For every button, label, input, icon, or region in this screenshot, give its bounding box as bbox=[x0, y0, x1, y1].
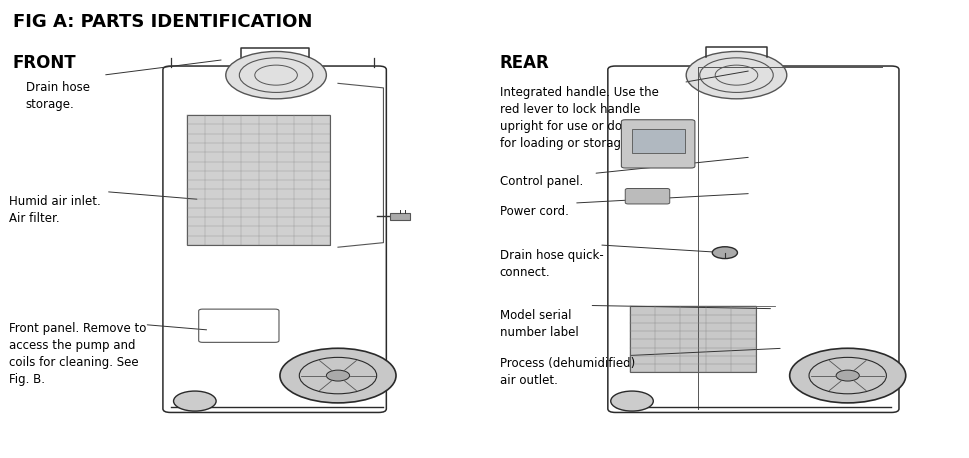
Text: Humid air inlet.
Air filter.: Humid air inlet. Air filter. bbox=[9, 195, 101, 225]
Circle shape bbox=[280, 348, 395, 403]
Text: Drain hose quick-
connect.: Drain hose quick- connect. bbox=[499, 250, 603, 279]
FancyBboxPatch shape bbox=[632, 129, 684, 153]
Text: Drain hose
storage.: Drain hose storage. bbox=[25, 81, 89, 111]
Circle shape bbox=[173, 391, 216, 411]
Circle shape bbox=[789, 348, 905, 403]
Text: Integrated handle. Use the
red lever to lock handle
upright for use or down
for : Integrated handle. Use the red lever to … bbox=[499, 86, 658, 150]
FancyBboxPatch shape bbox=[625, 189, 669, 204]
Text: FIG A: PARTS IDENTIFICATION: FIG A: PARTS IDENTIFICATION bbox=[13, 13, 312, 31]
Circle shape bbox=[610, 391, 653, 411]
Text: Model serial
number label: Model serial number label bbox=[499, 309, 578, 338]
Circle shape bbox=[326, 370, 349, 381]
Bar bbox=[187, 115, 329, 245]
Circle shape bbox=[835, 370, 859, 381]
Text: Process (dehumidified)
air outlet.: Process (dehumidified) air outlet. bbox=[499, 357, 634, 387]
Text: REAR: REAR bbox=[499, 54, 548, 72]
FancyBboxPatch shape bbox=[621, 120, 694, 168]
Text: Front panel. Remove to
access the pump and
coils for cleaning. See
Fig. B.: Front panel. Remove to access the pump a… bbox=[9, 322, 146, 386]
FancyBboxPatch shape bbox=[390, 213, 409, 220]
Text: Control panel.: Control panel. bbox=[499, 175, 582, 188]
Bar bbox=[630, 306, 755, 372]
Circle shape bbox=[711, 247, 736, 259]
Text: Power cord.: Power cord. bbox=[499, 205, 568, 218]
Circle shape bbox=[226, 51, 326, 99]
Text: FRONT: FRONT bbox=[13, 54, 77, 72]
Circle shape bbox=[685, 51, 786, 99]
